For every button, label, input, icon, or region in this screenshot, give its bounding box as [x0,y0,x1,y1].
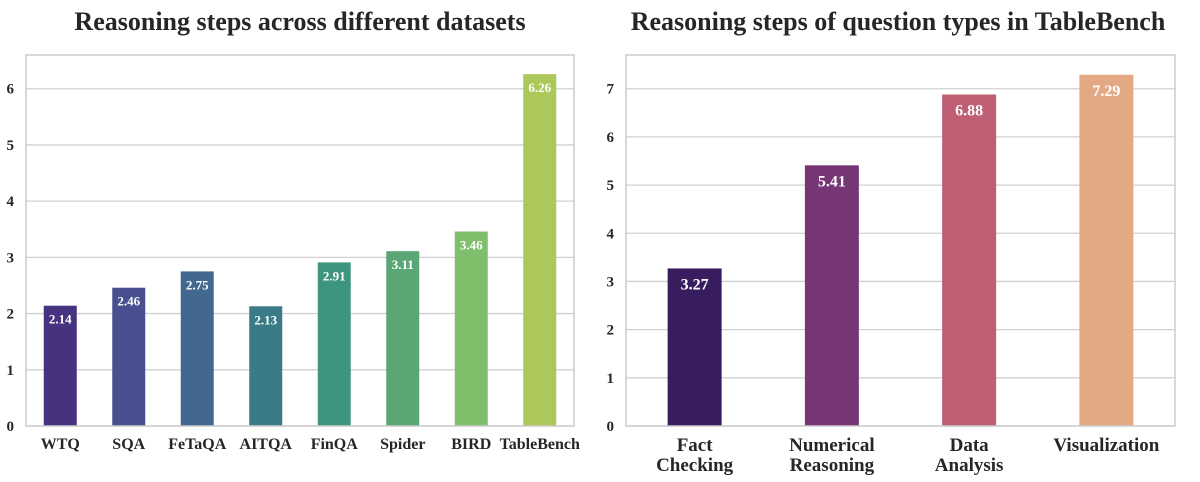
chart-1-data-label: 3.11 [392,257,414,272]
chart-1-y-tick-label: 6 [7,82,15,98]
chart-2-data-label: 7.29 [1092,83,1120,100]
chart-1-data-label: 3.46 [460,238,483,253]
chart-2-y-tick-label: 3 [607,274,615,290]
chart-1-bar [112,287,146,426]
chart-2-x-tick-label: Numerical [789,435,874,456]
chart-1-x-tick-label: TableBench [500,436,580,453]
chart-2-data-label: 5.41 [818,173,846,190]
chart-2-y-tick-label: 5 [607,178,615,194]
chart-2-data-label: 3.27 [681,276,709,293]
chart-2-y-tick-label: 6 [607,130,615,146]
chart-2-y-tick-label: 2 [607,323,615,339]
chart-1-y-tick-label: 5 [7,138,15,154]
chart-1-x-tick-label: FeTaQA [168,436,227,453]
chart-1-data-label: 2.14 [49,312,72,327]
chart-1-data-label: 2.13 [254,312,277,327]
chart-2-bar [804,165,859,426]
chart-1-bar [523,74,557,426]
chart-1-x-tick-label: SQA [112,436,145,453]
chart-1-data-label: 2.46 [117,294,140,309]
chart-1-plot-frame [25,54,575,427]
chart-2-title: Reasoning steps of question types in Tab… [631,7,1166,36]
chart-1-x-tick-label: FinQA [311,436,359,453]
chart-2-y-tick-label: 4 [607,226,615,242]
chart-1-data-label: 6.26 [528,80,551,95]
chart-2-bar [667,268,722,426]
chart-2-x-tick-label: Analysis [935,455,1004,476]
chart-1-x-tick-label: WTQ [41,436,80,453]
chart-1-bar [43,305,77,426]
chart-1-y-tick-label: 1 [7,363,15,379]
chart-2-y-tick-label: 7 [607,82,615,98]
chart-1-y-tick-label: 0 [7,419,15,435]
chart-1-bar [249,306,283,426]
chart-2-x-tick-label: Visualization [1053,435,1159,456]
chart-1-x-tick-label: AITQA [240,436,293,453]
chart-1-x-tick-label: BIRD [451,436,491,453]
chart-1-y-tick-label: 3 [7,250,15,266]
chart-2-data-label: 6.88 [955,103,983,120]
chart-2-bar [1079,74,1134,426]
chart-1-data-label: 2.91 [323,268,346,283]
chart-layer: 0 1 2 3 4 5 6 2.14 WTQ 2.46 SQA 2.75 FeTaQA 2.13 AITQA… [7,54,1176,476]
chart-1-data-label: 2.75 [186,277,209,292]
chart-2-x-tick-label: Data [950,435,990,456]
chart-2-y-tick-label: 0 [607,419,615,435]
chart-2-x-tick-label: Checking [656,455,734,476]
chart-1-title: Reasoning steps across different dataset… [74,7,525,36]
chart-1-y-tick-label: 2 [7,307,15,323]
chart-1-bar [317,262,351,426]
chart-2-y-tick-label: 1 [607,371,615,387]
chart-1-x-tick-label: Spider [380,436,425,453]
chart-2-x-tick-label: Reasoning [790,455,875,476]
chart-2-x-tick-label: Fact [677,435,714,456]
chart-2-bar [942,94,997,426]
chart-1-y-tick-label: 4 [7,194,15,210]
chart-1-bar [386,251,420,426]
chart-1-bar [180,271,214,426]
chart-2-plot-frame [625,54,1176,427]
chart-1-bar [454,231,488,426]
